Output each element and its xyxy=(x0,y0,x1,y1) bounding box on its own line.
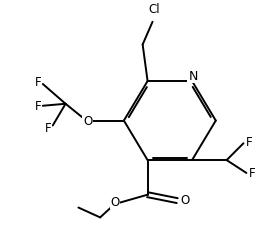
Text: F: F xyxy=(246,135,253,148)
Text: F: F xyxy=(35,75,41,88)
Text: Cl: Cl xyxy=(149,3,160,16)
Text: F: F xyxy=(35,100,41,113)
Text: O: O xyxy=(83,115,92,128)
Text: O: O xyxy=(180,193,190,206)
Text: F: F xyxy=(249,167,256,180)
Text: N: N xyxy=(188,69,198,82)
Text: O: O xyxy=(110,195,120,208)
Text: F: F xyxy=(44,121,51,135)
